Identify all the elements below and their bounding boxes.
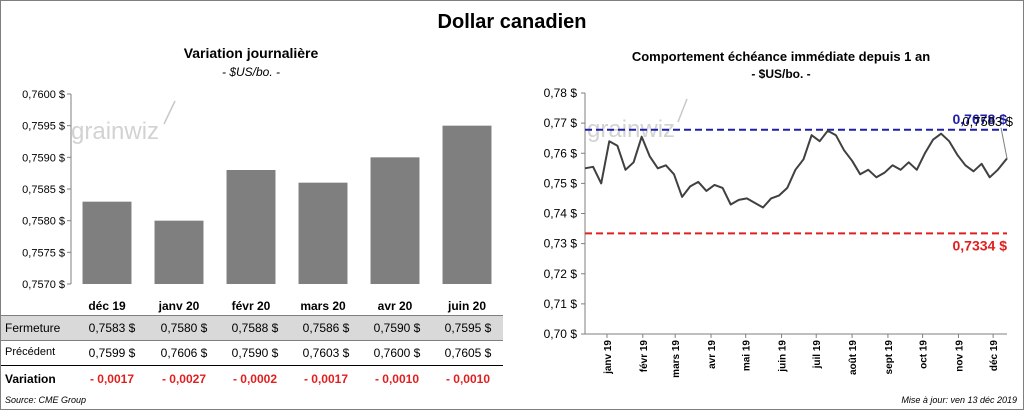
x-tick-label: déc 19 [88, 299, 126, 313]
close-cell: 0,7580 $ [160, 321, 208, 335]
y-tick-label: 0,70 $ [544, 327, 578, 341]
low-value-label: 0,7334 $ [953, 237, 1008, 253]
right-watermark-logo: grainwiz [587, 98, 688, 143]
left-chart-title: Variation journalière [183, 45, 319, 61]
last-value-label: 0,7583 $ [962, 114, 1013, 129]
left-watermark-logo: grainwiz [71, 100, 176, 145]
right-chart-title: Comportement échéance immédiate depuis 1… [631, 49, 931, 64]
bar [298, 182, 348, 284]
row-label-change: Variation [5, 372, 56, 386]
bar [154, 220, 204, 284]
bar [370, 157, 420, 284]
x-tick-label: janv 20 [158, 299, 200, 313]
x-tick-label: août 19 [848, 340, 859, 375]
update-note: Mise à jour: ven 13 déc 2019 [901, 395, 1017, 405]
y-tick-label: 0,7595 $ [22, 121, 65, 133]
y-tick-label: 0,77 $ [544, 116, 578, 130]
y-tick-label: 0,74 $ [544, 207, 578, 221]
close-cell: 0,7588 $ [231, 321, 279, 335]
x-tick-label: mars 20 [300, 299, 346, 313]
page-title: Dollar canadien [437, 11, 587, 33]
x-tick-label: nov 19 [954, 340, 965, 372]
last-value-leader [1000, 127, 1008, 159]
change-cell: - 0,0010 [445, 372, 491, 386]
close-cell: 0,7583 $ [88, 321, 136, 335]
y-tick-label: 0,71 $ [544, 297, 578, 311]
x-tick-label: mai 19 [742, 340, 753, 372]
x-tick-label: avr 19 [707, 340, 718, 369]
watermark-mark [163, 100, 176, 125]
row-label-close: Fermeture [5, 321, 61, 335]
previous-cell: 0,7590 $ [231, 346, 279, 360]
x-tick-label: févr 20 [232, 299, 271, 313]
y-tick-label: 0,7590 $ [22, 152, 65, 164]
source-note: Source: CME Group [5, 395, 87, 405]
y-tick-label: 0,7570 $ [22, 279, 65, 291]
high-value-label: 0,7678 $ [953, 111, 1008, 127]
watermark-mark [677, 98, 688, 123]
table-row-close: Fermeture 0,7583 $ 0,7580 $ 0,7588 $ 0,7… [1, 315, 503, 341]
bar-chart: grainwiz 0,7570 $ 0,7575 $ 0,7580 $ 0,7585 … [22, 89, 492, 313]
x-tick-label: févr 19 [639, 340, 650, 373]
price-series-line [584, 129, 1008, 209]
y-tick-label: 0,78 $ [544, 86, 578, 100]
x-tick-label: avr 20 [378, 299, 413, 313]
y-tick-label: 0,73 $ [544, 237, 578, 251]
y-tick-label: 0,7580 $ [22, 216, 65, 228]
change-cell: - 0,0010 [374, 372, 420, 386]
x-tick-label: sept 19 [884, 340, 895, 375]
previous-cell: 0,7603 $ [302, 346, 350, 360]
right-chart-subtitle: - $US/bo. - [751, 67, 811, 81]
x-tick-label: juil 19 [812, 340, 823, 370]
table-row-previous: Précédent 0,7599 $ 0,7606 $ 0,7590 $ 0,7… [1, 341, 503, 366]
bar [226, 170, 276, 284]
x-tick-label: juin 19 [778, 340, 789, 373]
x-tick-label: janv 19 [603, 340, 614, 375]
y-tick-label: 0,7575 $ [22, 247, 65, 259]
x-tick-label: déc 19 [989, 340, 1000, 372]
row-label-previous: Précédent [5, 346, 56, 358]
bar [442, 125, 492, 284]
previous-cell: 0,7599 $ [88, 346, 136, 360]
change-cell: - 0,0017 [303, 372, 349, 386]
x-tick-label: oct 19 [919, 340, 930, 369]
previous-cell: 0,7600 $ [373, 346, 421, 360]
line-chart: grainwiz 0,70 $ 0,71 $ 0,72 $ 0,73 $ 0,74 $ 0… [544, 86, 1014, 378]
y-tick-label: 0,7585 $ [22, 184, 65, 196]
bar [82, 201, 132, 284]
table-row-change: Variation - 0,0017 - 0,0027 - 0,0002 - 0… [1, 367, 503, 391]
y-tick-label: 0,72 $ [544, 267, 578, 281]
y-tick-label: 0,75 $ [544, 176, 578, 190]
change-cell: - 0,0017 [89, 372, 135, 386]
close-cell: 0,7595 $ [444, 321, 492, 335]
change-cell: - 0,0027 [161, 372, 207, 386]
left-chart-subtitle: - $US/bo. - [221, 65, 281, 79]
change-cell: - 0,0002 [232, 372, 278, 386]
left-watermark-text: grainwiz [71, 118, 159, 145]
x-tick-label: juin 20 [447, 299, 486, 313]
previous-cell: 0,7605 $ [444, 346, 492, 360]
y-tick-label: 0,76 $ [544, 146, 578, 160]
previous-cell: 0,7606 $ [160, 346, 208, 360]
close-cell: 0,7586 $ [302, 321, 350, 335]
y-tick-label: 0,7600 $ [22, 89, 65, 101]
close-cell: 0,7590 $ [373, 321, 421, 335]
x-tick-label: mars 19 [671, 340, 682, 378]
